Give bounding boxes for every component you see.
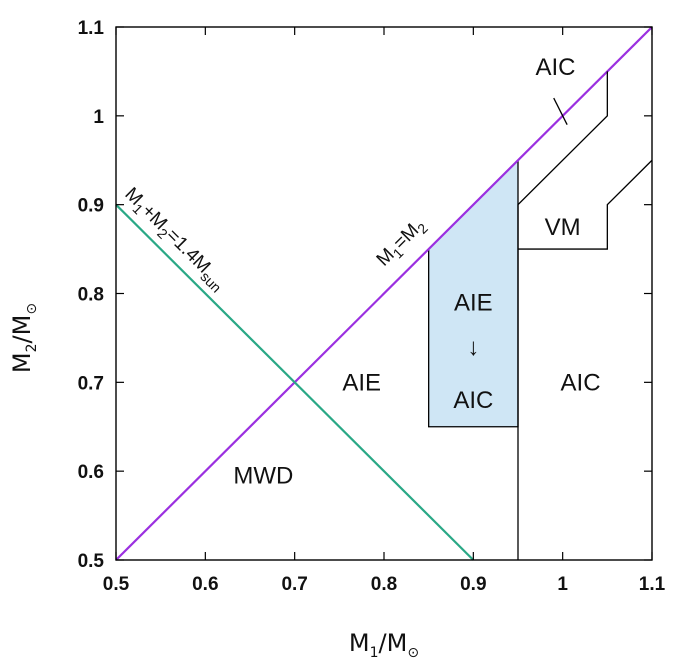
- region-label-aic-top: AIC: [536, 54, 576, 81]
- region-label-aie-shaded: AIE: [454, 289, 493, 316]
- x-tick-label: 0.8: [371, 574, 397, 595]
- diagonal-line-label: M1=M2: [373, 214, 431, 272]
- y-tick-label: 0.7: [78, 373, 104, 394]
- series-lines-layer: [115, 26, 653, 561]
- y-axis-title: M2/M⊙: [8, 303, 40, 373]
- region-label-aic-right: AIC: [561, 369, 601, 396]
- x-tick-label: 0.6: [192, 574, 218, 595]
- region-label-aie: AIE: [342, 369, 381, 396]
- series-line-aic-boundary: [517, 71, 608, 560]
- y-tick-label: 1: [93, 107, 104, 128]
- y-tick-label: 0.8: [78, 285, 104, 306]
- x-tick-label: 1.1: [639, 574, 666, 595]
- x-tick-label: 0.7: [281, 574, 307, 595]
- region-label-aic-shaded: AIC: [453, 387, 493, 414]
- tick-marks-layer: [115, 26, 653, 561]
- total-mass-line-label: M1+M2=1.4Msun: [118, 184, 230, 296]
- region-arrow-down: ↓: [467, 334, 479, 361]
- region-label-vm: VM: [545, 214, 581, 241]
- x-tick-label: 0.9: [460, 574, 486, 595]
- x-tick-label: 0.5: [103, 574, 130, 595]
- x-axis-title: M1/M⊙: [349, 629, 419, 661]
- y-tick-label: 0.5: [78, 551, 105, 572]
- y-tick-label: 1.1: [78, 18, 105, 39]
- tick-labels-layer: 0.5 0.6 0.7 0.8 0.9 1 1.1 0.5 0.6 0.7 0.8 0.9 1 1.1: [78, 18, 666, 595]
- series-line-m1-m2-1-4msun: [115, 203, 475, 561]
- series-line-m1-m2: [115, 26, 653, 561]
- y-tick-label: 0.9: [78, 196, 104, 217]
- region-label-mwd: MWD: [233, 463, 293, 490]
- y-tick-label: 0.6: [78, 462, 104, 483]
- series-line-aic-tick: [553, 97, 568, 126]
- series-line-vm-boundary: [518, 159, 653, 250]
- x-tick-label: 1: [557, 574, 568, 595]
